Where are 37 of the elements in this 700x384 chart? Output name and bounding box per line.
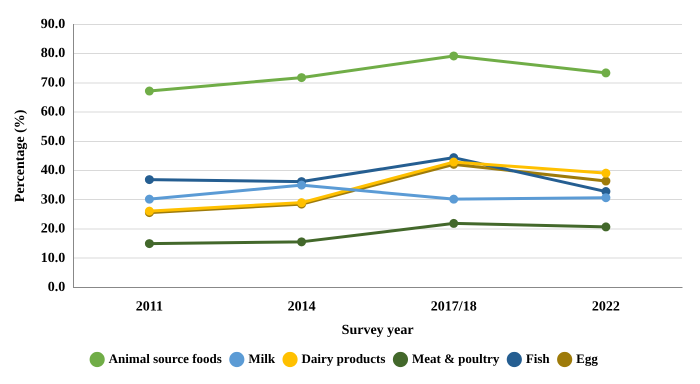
y-tick-label: 0.0 [48,280,66,296]
point [449,51,458,60]
point [601,168,610,178]
y-tick-label: 30.0 [40,192,66,208]
point [297,180,306,190]
point [601,68,610,78]
x-tick-label: 2022 [592,299,620,314]
y-tick-label: 10.0 [40,250,66,266]
y-tick-label: 70.0 [40,75,66,90]
x-tick-label: 2011 [136,299,164,314]
legend-label: Dairy products [302,350,386,366]
legend-label: Egg [576,350,598,366]
y-tick-label: 60.0 [40,104,66,120]
point [144,86,154,96]
point [144,239,154,248]
x-tick-label: 2017/18 [430,299,477,314]
y-tick-label: 20.0 [40,222,66,237]
x-axis-title: Survey year [342,323,414,338]
point [601,176,610,186]
legend-label: Fish [526,350,550,366]
y-axis-title: Percentage (%) [13,109,28,202]
y-tick-label: 90.0 [40,17,66,32]
y-tick-label: 80.0 [40,46,66,62]
point [449,218,458,228]
legend-label: Meat & poultry [412,350,500,366]
y-tick-label: 50.0 [40,134,66,149]
point [144,175,154,184]
legend-label: Animal source foods [108,350,222,366]
point [297,237,306,246]
y-tick-label: 40.0 [40,163,66,178]
x-tick-label: 2014 [288,299,316,314]
point [449,194,458,204]
point [144,194,154,204]
point [297,73,306,82]
legend-label: Milk [248,350,276,366]
point [601,193,610,202]
point [601,222,610,232]
